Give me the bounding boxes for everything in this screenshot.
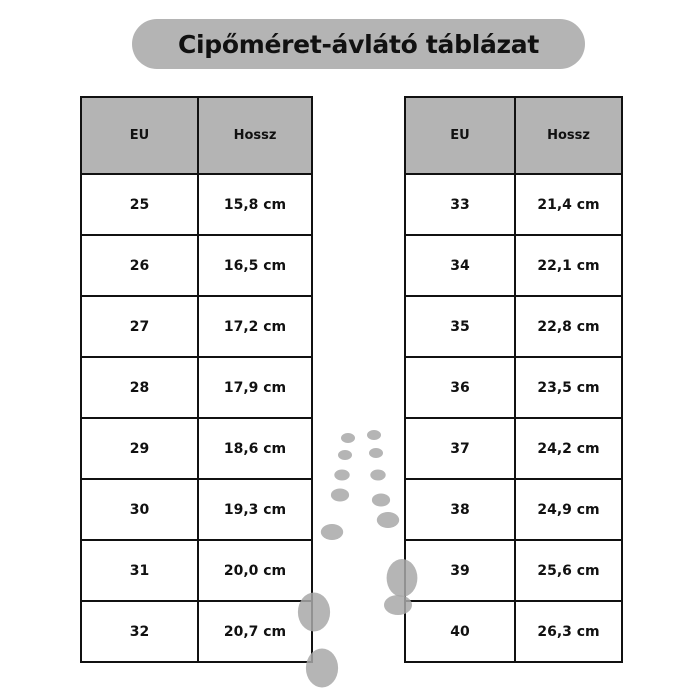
eu-size-cell: 27 xyxy=(80,295,199,358)
page-title: Cipőméret-ávlátó táblázat xyxy=(132,19,585,69)
table-row: 34 22,1 cm xyxy=(404,234,623,297)
table-row: 30 19,3 cm xyxy=(80,478,313,541)
length-cell: 20,0 cm xyxy=(197,539,313,602)
table-header-row: EU Hossz xyxy=(404,96,623,175)
length-cell: 18,6 cm xyxy=(197,417,313,480)
footprint-mark xyxy=(370,469,386,481)
eu-size-cell: 39 xyxy=(404,539,516,602)
length-cell: 22,1 cm xyxy=(514,234,623,297)
table-row: 39 25,6 cm xyxy=(404,539,623,602)
length-cell: 26,3 cm xyxy=(514,600,623,663)
eu-size-cell: 38 xyxy=(404,478,516,541)
footprint-mark xyxy=(338,450,352,460)
eu-size-cell: 40 xyxy=(404,600,516,663)
footprint-mark xyxy=(341,433,355,443)
eu-size-cell: 33 xyxy=(404,173,516,236)
footprint-mark xyxy=(330,488,350,502)
table-row: 40 26,3 cm xyxy=(404,600,623,663)
eu-size-cell: 28 xyxy=(80,356,199,419)
table-row: 37 24,2 cm xyxy=(404,417,623,480)
table-row: 38 24,9 cm xyxy=(404,478,623,541)
length-cell: 24,2 cm xyxy=(514,417,623,480)
table-row: 35 22,8 cm xyxy=(404,295,623,358)
eu-size-cell: 26 xyxy=(80,234,199,297)
length-cell: 20,7 cm xyxy=(197,600,313,663)
table-row: 36 23,5 cm xyxy=(404,356,623,419)
length-cell: 15,8 cm xyxy=(197,173,313,236)
table-header-row: EU Hossz xyxy=(80,96,313,175)
length-cell: 22,8 cm xyxy=(514,295,623,358)
length-cell: 25,6 cm xyxy=(514,539,623,602)
eu-size-cell: 37 xyxy=(404,417,516,480)
table-row: 31 20,0 cm xyxy=(80,539,313,602)
eu-size-cell: 29 xyxy=(80,417,199,480)
table-row: 33 21,4 cm xyxy=(404,173,623,236)
size-table-left: EU Hossz 25 15,8 cm 26 16,5 cm 27 17,2 cm 28 17… xyxy=(80,96,313,663)
footprint-mark xyxy=(369,448,383,458)
length-cell: 17,9 cm xyxy=(197,356,313,419)
size-table-right: EU Hossz 33 21,4 cm 34 22,1 cm 35 22,8 cm 36 23… xyxy=(404,96,623,663)
length-cell: 19,3 cm xyxy=(197,478,313,541)
footprint-mark xyxy=(371,493,391,507)
length-cell: 23,5 cm xyxy=(514,356,623,419)
eu-size-cell: 25 xyxy=(80,173,199,236)
table-row: 26 16,5 cm xyxy=(80,234,313,297)
header-length: Hossz xyxy=(514,96,623,175)
footprint-mark xyxy=(376,512,400,528)
footprint-mark xyxy=(367,430,381,440)
table-row: 32 20,7 cm xyxy=(80,600,313,663)
eu-size-cell: 36 xyxy=(404,356,516,419)
table-row: 28 17,9 cm xyxy=(80,356,313,419)
eu-size-cell: 35 xyxy=(404,295,516,358)
length-cell: 17,2 cm xyxy=(197,295,313,358)
footprint-mark xyxy=(334,469,350,481)
header-eu: EU xyxy=(80,96,199,175)
eu-size-cell: 32 xyxy=(80,600,199,663)
eu-size-cell: 31 xyxy=(80,539,199,602)
table-row: 29 18,6 cm xyxy=(80,417,313,480)
footprint-mark xyxy=(320,524,344,540)
eu-size-cell: 30 xyxy=(80,478,199,541)
header-length: Hossz xyxy=(197,96,313,175)
eu-size-cell: 34 xyxy=(404,234,516,297)
length-cell: 16,5 cm xyxy=(197,234,313,297)
table-row: 25 15,8 cm xyxy=(80,173,313,236)
table-row: 27 17,2 cm xyxy=(80,295,313,358)
length-cell: 24,9 cm xyxy=(514,478,623,541)
length-cell: 21,4 cm xyxy=(514,173,623,236)
header-eu: EU xyxy=(404,96,516,175)
